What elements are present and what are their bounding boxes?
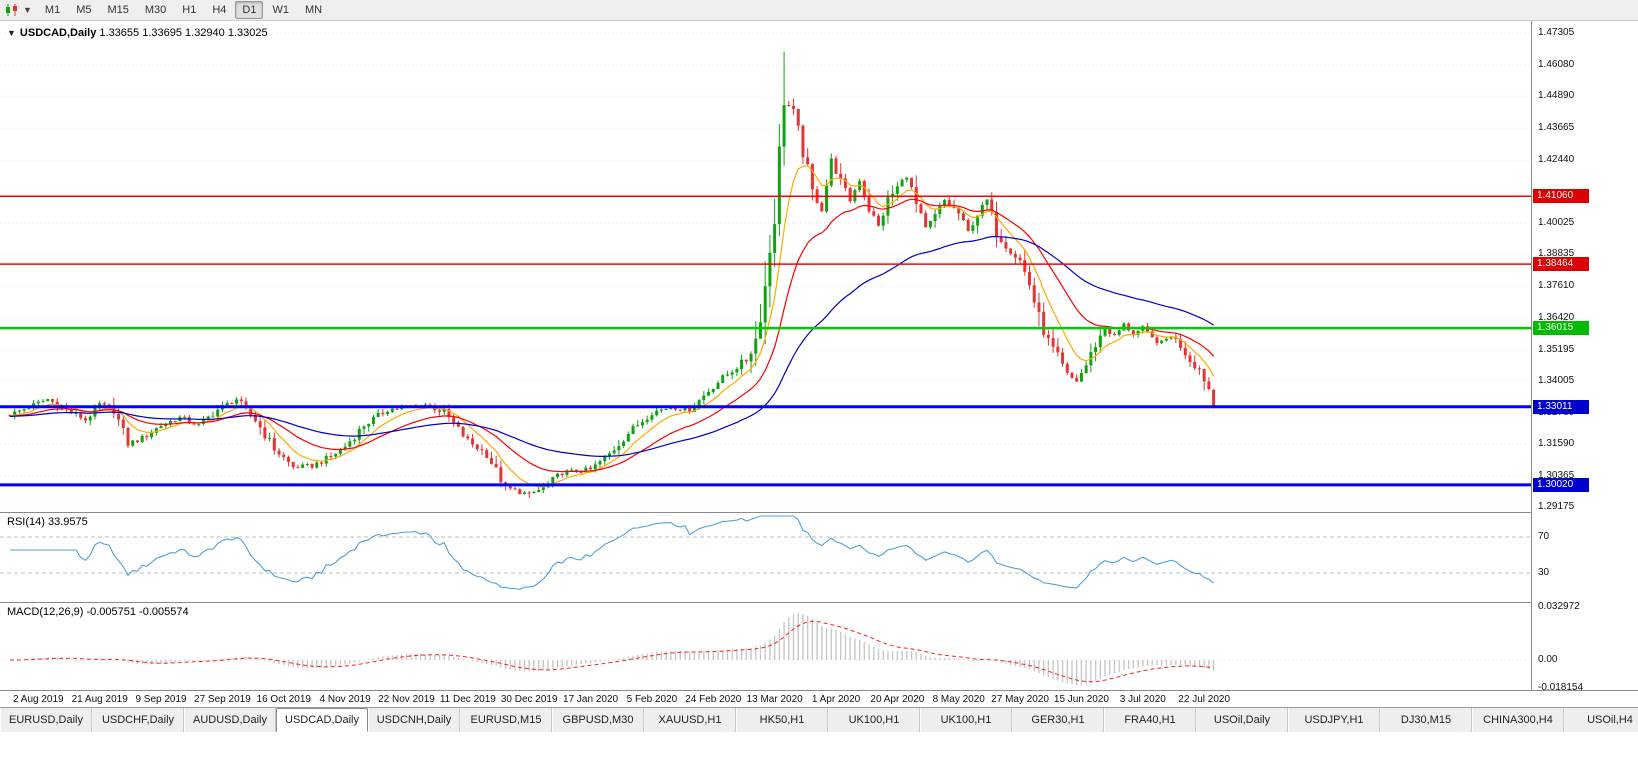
chart-canvas[interactable] <box>0 0 1531 690</box>
timeframe-button-m15[interactable]: M15 <box>107 4 129 16</box>
chart-tab-uk100-h1[interactable]: UK100,H1 <box>828 708 920 732</box>
chart-tab-usdchf-daily[interactable]: USDCHF,Daily <box>92 708 184 732</box>
chart-tab-bar: EURUSD,Daily USDCHF,Daily AUDUSD,Daily USDC… <box>0 707 1638 732</box>
date-label: 9 Sep 2019 <box>135 694 187 705</box>
price-level-badge: 1.41060 <box>1533 189 1589 204</box>
chart-tab-dj30-m15[interactable]: DJ30,M15 <box>1380 708 1472 732</box>
date-label: 1 Apr 2020 <box>811 694 861 705</box>
rsi-axis-tick: 30 <box>1538 567 1550 578</box>
price-tick: 1.46080 <box>1538 59 1575 71</box>
price-tick: 1.38835 <box>1538 248 1575 260</box>
price-tick: 1.36420 <box>1538 311 1575 323</box>
chart-tab-audusd-daily[interactable]: AUDUSD,Daily <box>184 708 276 732</box>
collapse-arrow-icon[interactable]: ▼ <box>7 28 16 38</box>
chart-ohlc-values: 1.33655 1.33695 1.32940 1.33025 <box>99 27 268 39</box>
macd-axis-tick: -0.018154 <box>1538 682 1584 693</box>
timeframe-button-w1[interactable]: W1 <box>272 4 289 16</box>
timeframe-button-m1[interactable]: M1 <box>44 4 61 16</box>
date-label: 22 Nov 2019 <box>378 694 435 705</box>
price-tick: 1.34005 <box>1538 374 1575 386</box>
date-label: 17 Jan 2020 <box>563 694 619 705</box>
panel-separator-macd[interactable] <box>0 602 1638 603</box>
chart-title: ▼ USDCAD,Daily 1.33655 1.33695 1.32940 1.… <box>7 27 268 39</box>
macd-indicator-label: MACD(12,26,9) -0.005751 -0.005574 <box>7 606 189 618</box>
date-label: 27 Sep 2019 <box>194 694 251 705</box>
date-label: 2 Aug 2019 <box>13 694 64 705</box>
timeframe-button-d1[interactable]: D1 <box>235 1 264 19</box>
price-tick: 1.44890 <box>1538 90 1575 102</box>
chart-tab-china300-h4[interactable]: CHINA300,H4 <box>1472 708 1564 732</box>
chart-tab-usoil-daily[interactable]: USOil,Daily <box>1196 708 1288 732</box>
price-tick: 1.35195 <box>1538 343 1575 355</box>
chart-tab-usdcnh-daily[interactable]: USDCNH,Daily <box>368 708 460 732</box>
price-tick: 1.47305 <box>1538 27 1575 38</box>
date-label: 20 Apr 2020 <box>870 694 925 705</box>
chart-tab-usoil-h4[interactable]: USOil,H4 <box>1564 708 1638 732</box>
chart-tab-eurusd-daily[interactable]: EURUSD,Daily <box>0 708 92 732</box>
timeframe-button-m30[interactable]: M30 <box>144 4 167 16</box>
date-label: 15 Jun 2020 <box>1053 694 1109 705</box>
date-label: 4 Nov 2019 <box>319 694 371 705</box>
chart-tab-hk50-h1[interactable]: HK50,H1 <box>736 708 828 732</box>
chart-symbol-label: USDCAD,Daily <box>19 27 97 39</box>
date-label: 21 Aug 2019 <box>71 694 128 705</box>
date-label: 3 Jul 2020 <box>1119 694 1166 705</box>
date-axis[interactable]: 2 Aug 2019 21 Aug 2019 9 Sep 2019 27 Sep 20… <box>0 690 1638 707</box>
timeframe-button-m5[interactable]: M5 <box>76 4 92 16</box>
price-tick: 1.40025 <box>1538 217 1575 229</box>
macd-axis-tick: 0.032972 <box>1538 601 1580 612</box>
price-axis[interactable]: 1.47305 1.46080 1.44890 1.43665 1.42440 1.400… <box>1531 21 1638 693</box>
chart-tab-fra40-h1[interactable]: FRA40,H1 <box>1104 708 1196 732</box>
timeframe-button-mn[interactable]: MN <box>304 4 323 16</box>
price-tick: 1.43665 <box>1538 122 1575 134</box>
price-tick: 1.30365 <box>1538 469 1575 481</box>
price-tick: 1.37610 <box>1538 280 1575 292</box>
chart-tab-ger30-h1[interactable]: GER30,H1 <box>1012 708 1104 732</box>
date-label: 5 Feb 2020 <box>626 694 678 705</box>
timeframe-button-h1[interactable]: H1 <box>182 4 197 16</box>
date-label: 16 Oct 2019 <box>256 694 311 705</box>
timeframe-buttons: M1 M5 M15 M30 H1 H4 D1 W1 MN <box>38 1 329 19</box>
timeframe-toolbar: ▼ M1 M5 M15 M30 H1 H4 D1 W1 MN <box>0 0 1638 21</box>
price-level-badge: 1.36015 <box>1533 321 1589 336</box>
chart-type-dropdown-icon[interactable]: ▼ <box>23 5 32 15</box>
date-label: 27 May 2020 <box>991 694 1049 705</box>
price-tick: 1.29175 <box>1538 501 1575 512</box>
chart-tab-uk100-h1[interactable]: UK100,H1 <box>920 708 1012 732</box>
chart-tab-xauusd-h1[interactable]: XAUUSD,H1 <box>644 708 736 732</box>
chart-tab-usdjpy-h1[interactable]: USDJPY,H1 <box>1288 708 1380 732</box>
rsi-axis-tick: 70 <box>1538 531 1550 542</box>
bottom-strip <box>0 732 1638 766</box>
chart-tab-eurusd-m15[interactable]: EURUSD,M15 <box>460 708 552 732</box>
date-label: 11 Dec 2019 <box>439 694 496 705</box>
price-tick: 1.31590 <box>1538 437 1575 449</box>
chart-tab-usdcad-daily[interactable]: USDCAD,Daily <box>276 708 368 732</box>
price-level-badge: 1.33011 <box>1533 399 1589 414</box>
timeframe-button-h4[interactable]: H4 <box>212 4 227 16</box>
candlestick-chart-icon[interactable] <box>4 3 20 17</box>
date-label: 13 Mar 2020 <box>746 694 803 705</box>
price-tick: 1.42440 <box>1538 154 1575 166</box>
rsi-indicator-label: RSI(14) 33.9575 <box>7 516 88 528</box>
macd-axis-tick: 0.00 <box>1538 654 1558 665</box>
date-label: 8 May 2020 <box>932 694 985 705</box>
price-level-badge: 1.30020 <box>1533 477 1589 492</box>
chart-tab-gbpusd-m30[interactable]: GBPUSD,M30 <box>552 708 644 732</box>
date-label: 30 Dec 2019 <box>500 694 558 705</box>
price-level-badge: 1.38464 <box>1533 257 1589 272</box>
date-label: 24 Feb 2020 <box>685 694 742 705</box>
date-label: 22 Jul 2020 <box>1178 694 1231 705</box>
panel-separator-rsi[interactable] <box>0 512 1638 513</box>
